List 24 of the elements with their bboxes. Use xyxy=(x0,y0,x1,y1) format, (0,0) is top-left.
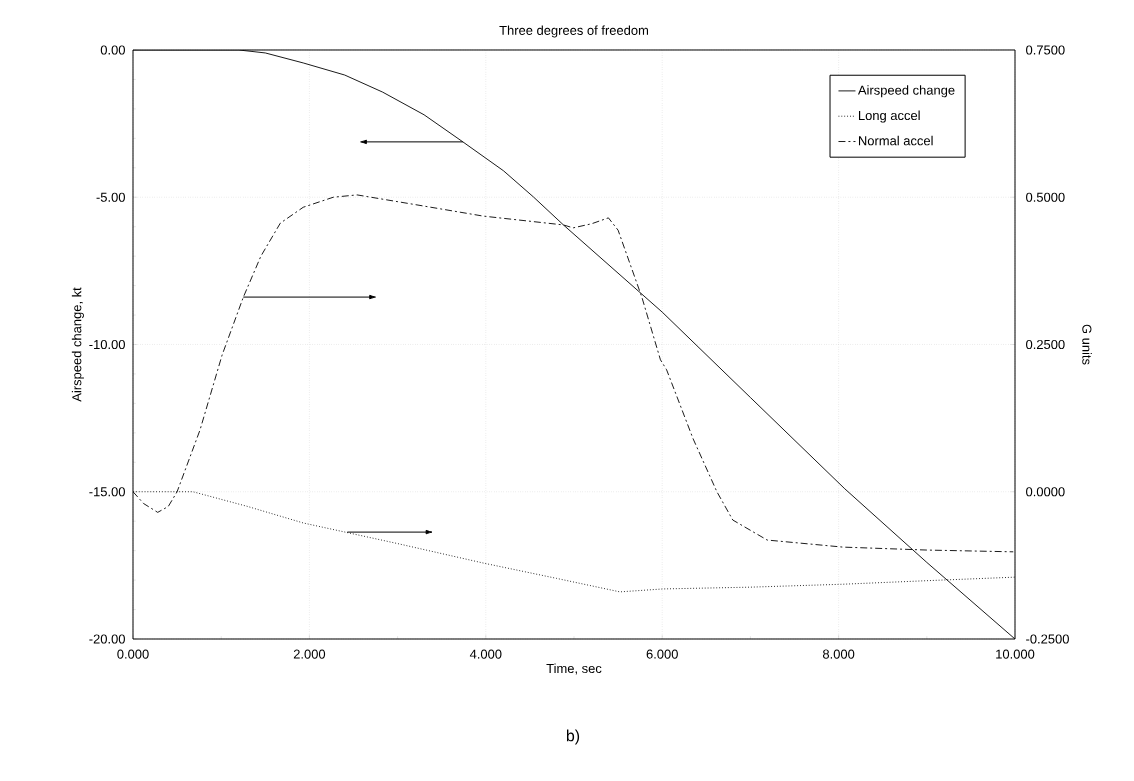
y-tick-label: 0.00 xyxy=(100,45,125,55)
x-tick-label: 0.000 xyxy=(117,649,149,659)
x-tick-label: 2.000 xyxy=(293,649,326,659)
legend-label: Airspeed change xyxy=(857,85,955,98)
x-axis-title: Time, sec xyxy=(546,663,602,675)
text: b) xyxy=(566,729,580,745)
x-tick-label: 4.000 xyxy=(469,649,502,659)
y-tick-label: -5.00 xyxy=(96,192,125,202)
x-tick-label: 6.000 xyxy=(646,649,678,659)
y-tick-label: -10.00 xyxy=(89,339,125,350)
y2-tick-label: 0.7500 xyxy=(1026,45,1065,55)
y-tick-label: -20.00 xyxy=(89,634,125,644)
chart-title: Three degrees of freedom xyxy=(499,25,648,38)
y2-tick-label: -0.2500 xyxy=(1026,634,1069,644)
y-axis-title: Airspeed change, kt xyxy=(71,287,84,402)
x-tick-label: 8.000 xyxy=(822,649,855,659)
y2-tick-label: 0.2500 xyxy=(1026,339,1065,350)
legend-label: Normal accel xyxy=(858,135,933,146)
x-tick-label: 10.000 xyxy=(996,649,1035,659)
y2-axis-title: G units xyxy=(1082,324,1092,365)
y2-tick-label: 0.0000 xyxy=(1026,487,1065,497)
legend-label: Long accel xyxy=(858,110,920,123)
y2-tick-label: 0.5000 xyxy=(1026,192,1065,202)
y-tick-label: -15.00 xyxy=(89,487,125,497)
